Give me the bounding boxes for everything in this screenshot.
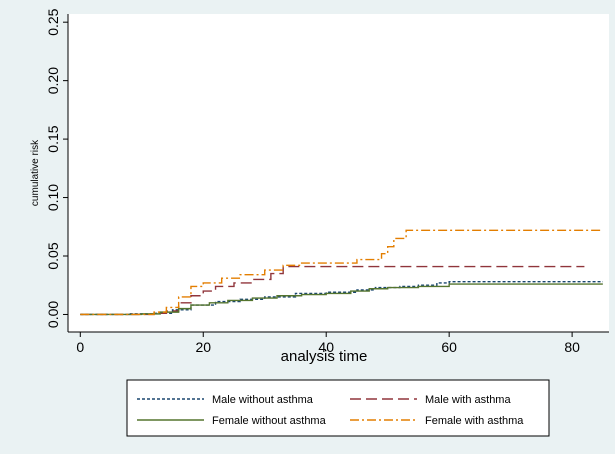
x-tick-label: 0 [76,339,84,355]
x-axis-title: analysis time [281,348,368,365]
legend-label: Male without asthma [212,394,314,406]
x-tick-label: 80 [564,339,580,355]
plot-area [68,14,609,332]
x-tick-label: 60 [441,339,457,355]
y-tick-label: 0.15 [45,125,61,152]
legend: Male without asthma Male with asthma Femal… [126,379,550,437]
y-tick-label: 0.00 [45,301,61,328]
legend-label: Male with asthma [425,394,511,406]
x-tick-label: 20 [195,339,211,355]
series-lines [80,229,603,316]
y-tick-label: 0.05 [45,242,61,269]
y-tick-label: 0.20 [45,67,61,94]
series-line-female-without-asthma [80,283,603,316]
y-axis-title: cumulative risk [30,139,41,206]
x-tick-label: 40 [318,339,334,355]
series-line-male-without-asthma [80,281,603,316]
legend-label: Female with asthma [425,415,524,427]
axes: 0.00 0.05 0.10 0.15 0.20 0.25 0 20 40 60 80 [45,8,609,355]
y-tick-label: 0.25 [45,8,61,35]
y-tick-label: 0.10 [45,184,61,211]
series-line-female-with-asthma [80,229,603,316]
legend-label: Female without asthma [212,415,327,427]
legend-box [126,379,550,437]
